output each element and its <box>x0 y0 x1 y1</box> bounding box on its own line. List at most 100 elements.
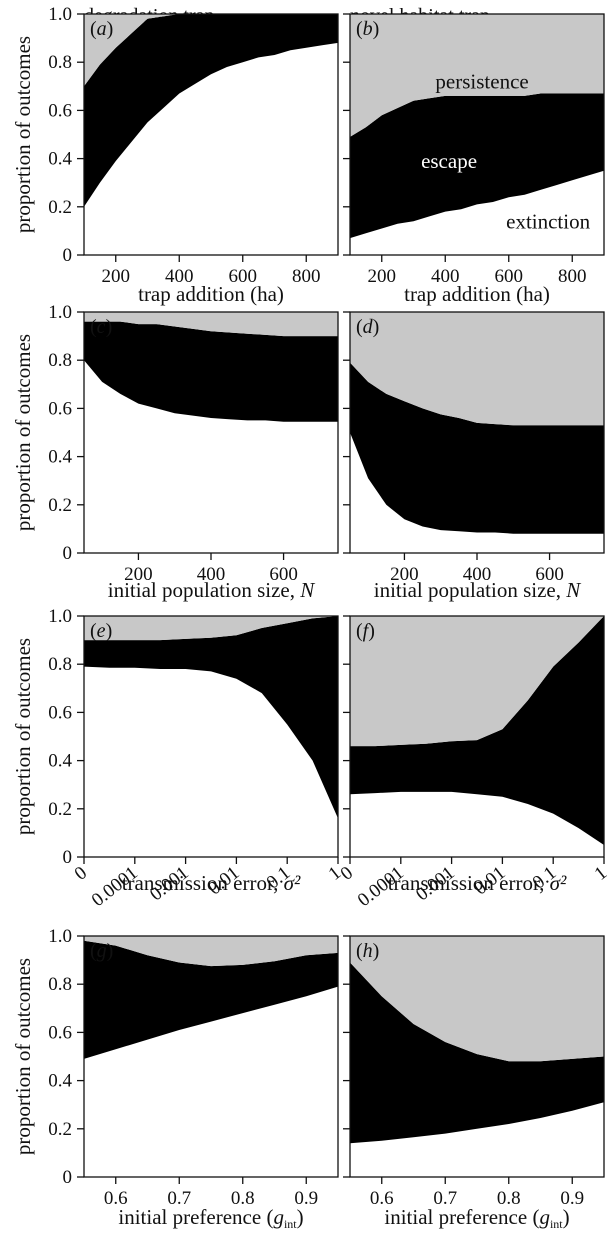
panel-label: (g) <box>90 940 113 962</box>
panel-b: 200 400 600 800 trap addition (ha) (b) persist… <box>343 13 605 306</box>
area-extinction <box>350 170 604 255</box>
y-tick-label: 0 <box>63 1167 73 1188</box>
y-tick-label: 0.8 <box>48 52 72 73</box>
y-tick-label: 0.2 <box>48 197 72 218</box>
x-tick-label: 0.6 <box>370 1188 394 1209</box>
x-tick-label: 0.9 <box>294 1188 318 1209</box>
area-persistence <box>350 312 604 426</box>
area-escape <box>350 362 604 534</box>
y-tick-label: 1.0 <box>48 926 72 947</box>
y-tick-label: 0.6 <box>48 398 72 419</box>
y-tick-label: 0.4 <box>48 447 72 468</box>
area-extinction <box>350 1102 604 1177</box>
area-extinction <box>84 666 338 857</box>
y-axis-label: proportion of outcomes <box>11 638 35 835</box>
area-escape <box>84 940 338 1059</box>
area-extinction <box>84 42 338 256</box>
area-extinction <box>350 791 604 857</box>
plot-frame <box>83 935 339 1178</box>
x-tick-label: 400 <box>197 564 226 585</box>
plot-frame <box>349 935 605 1178</box>
y-tick-label: 0.4 <box>48 751 72 772</box>
y-tick-label: 0 <box>63 245 73 266</box>
x-tick-label: 200 <box>390 564 419 585</box>
area-extinction <box>84 360 338 553</box>
region-label-escape: escape <box>421 149 477 173</box>
region-label-extinction: extinction <box>506 209 590 233</box>
y-tick-label: 0.2 <box>48 799 72 820</box>
x-axis-label: initial population size, N <box>374 578 581 602</box>
y-tick-label: 0.8 <box>48 350 72 371</box>
y-tick-label: 0.2 <box>48 495 72 516</box>
x-tick-label: 1 <box>591 862 611 884</box>
y-axis-label: proportion of outcomes <box>11 334 35 531</box>
x-axis-label: initial preference (gint) <box>384 1205 569 1231</box>
panel-a: 0 0.2 0.4 0.6 0.8 1.0 200 400 600 800 trap additio… <box>11 4 339 306</box>
area-escape <box>350 962 604 1144</box>
y-tick-label: 1.0 <box>48 4 72 25</box>
y-tick-label: 0.4 <box>48 1071 72 1092</box>
area-persistence <box>84 312 338 337</box>
x-tick-label: 0.7 <box>167 1188 191 1209</box>
x-tick-label: 0.7 <box>433 1188 457 1209</box>
y-axis-label: proportion of outcomes <box>11 958 35 1155</box>
area-persistence <box>84 616 338 641</box>
area-persistence <box>350 936 604 1062</box>
y-tick-label: 1.0 <box>48 606 72 627</box>
plot-frame <box>349 13 605 256</box>
y-tick-label: 0 <box>63 543 73 564</box>
y-tick-label: 0.4 <box>48 149 72 170</box>
y-tick-label: 0 <box>63 847 73 868</box>
region-label-persistence: persistence <box>435 69 528 93</box>
area-escape <box>84 321 338 422</box>
y-tick-label: 1.0 <box>48 302 72 323</box>
x-tick-label: 600 <box>269 564 298 585</box>
plot-frame <box>83 615 339 858</box>
plot-frame <box>83 13 339 256</box>
area-escape <box>350 93 604 239</box>
panel-e: 00.20.40.60.81.000.0001 0.001 0.01 0.1 1tran… <box>11 606 345 911</box>
x-tick-label: 400 <box>431 266 460 287</box>
panel-label: (d) <box>356 316 379 338</box>
area-persistence <box>350 616 604 747</box>
x-axis-label: initial population size, N <box>108 578 315 602</box>
panel-label: (a) <box>90 18 113 40</box>
area-persistence <box>84 14 338 87</box>
y-tick-label: 0.6 <box>48 100 72 121</box>
x-tick-label: 400 <box>463 564 492 585</box>
x-tick-label: 0.8 <box>231 1188 255 1209</box>
x-tick-label: 600 <box>535 564 564 585</box>
y-tick-label: 0.6 <box>48 1022 72 1043</box>
x-axis-label: initial preference (gint) <box>118 1205 303 1231</box>
y-tick-label: 0.2 <box>48 1119 72 1140</box>
x-tick-label: 0 <box>71 862 91 884</box>
x-axis-label: trap addition (ha) <box>138 282 284 306</box>
panels: 0 0.2 0.4 0.6 0.8 1.0 200 400 600 800 trap additio… <box>11 4 611 1231</box>
x-tick-label: 200 <box>124 564 153 585</box>
x-axis-label: trap addition (ha) <box>404 282 550 306</box>
area-extinction <box>350 432 604 553</box>
y-tick-label: 0.8 <box>48 974 72 995</box>
area-escape <box>84 616 338 819</box>
panel-label: (e) <box>90 620 112 642</box>
x-tick-label: 200 <box>368 266 397 287</box>
x-tick-label: 200 <box>102 266 131 287</box>
x-tick-label: 400 <box>165 266 194 287</box>
area-persistence <box>350 14 604 137</box>
x-tick-label: 0.8 <box>497 1188 521 1209</box>
x-tick-label: 600 <box>495 266 524 287</box>
x-axis-label: transmission error, σ² <box>122 871 301 895</box>
x-tick-label: 0.6 <box>104 1188 128 1209</box>
panel-label: (c) <box>90 316 112 338</box>
plot-frame <box>349 615 605 858</box>
x-tick-label: 0.9 <box>560 1188 584 1209</box>
x-tick-label: 800 <box>558 266 587 287</box>
x-tick-label: 800 <box>292 266 321 287</box>
x-tick-label: 600 <box>229 266 258 287</box>
area-escape <box>350 616 604 845</box>
area-escape <box>84 14 338 207</box>
panel-label: (h) <box>356 940 379 962</box>
